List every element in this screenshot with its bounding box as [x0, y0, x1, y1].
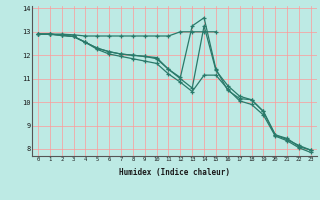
X-axis label: Humidex (Indice chaleur): Humidex (Indice chaleur)	[119, 168, 230, 177]
